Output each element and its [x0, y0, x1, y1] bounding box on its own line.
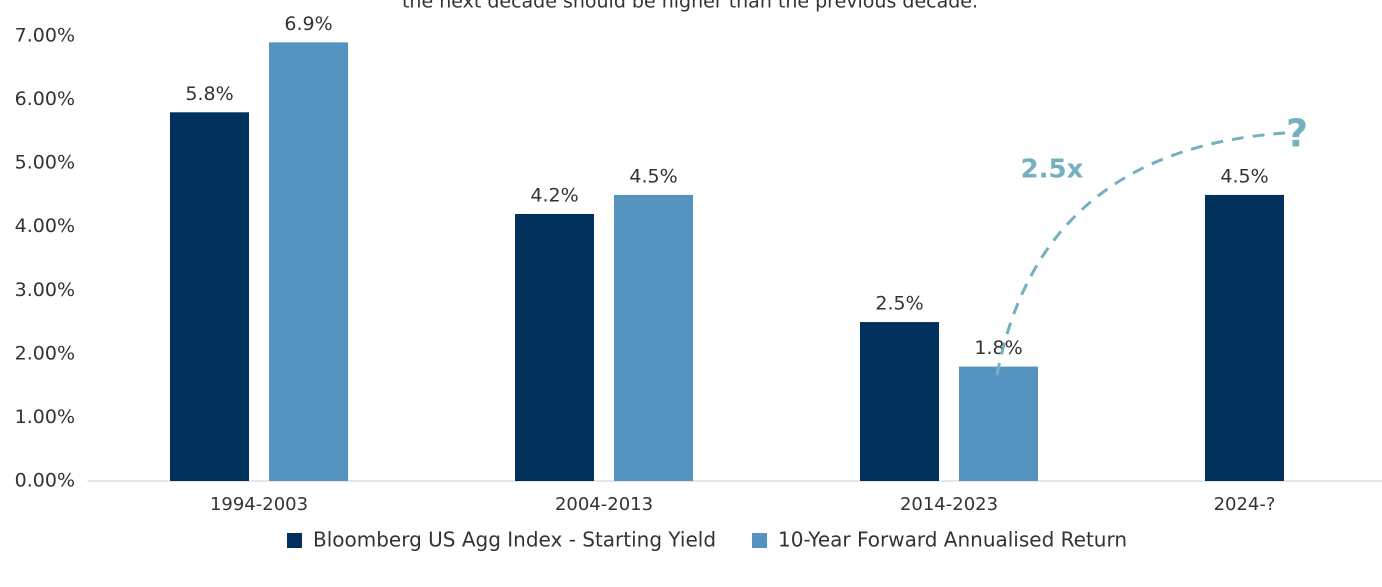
y-tick-label: 0.00% — [15, 470, 75, 492]
bar — [269, 42, 348, 481]
bar — [959, 366, 1038, 481]
bar — [515, 214, 594, 481]
y-tick-label: 1.00% — [15, 406, 75, 428]
y-tick-label: 3.00% — [15, 279, 75, 301]
annotation-arc — [995, 131, 1286, 376]
bar — [1205, 194, 1284, 481]
x-tick-label: 2024-? — [1214, 494, 1276, 515]
bar — [860, 322, 939, 481]
legend-label: 10-Year Forward Annualised Return — [778, 528, 1127, 552]
x-tick-label: 2004-2013 — [555, 494, 653, 515]
data-label: 4.2% — [530, 185, 578, 207]
y-tick-label: 6.00% — [15, 88, 75, 110]
y-tick-label: 4.00% — [15, 215, 75, 237]
x-tick-label: 2014-2023 — [900, 494, 998, 515]
data-label: 1.8% — [974, 337, 1022, 359]
y-tick-label: 2.00% — [15, 342, 75, 364]
data-label: 4.5% — [629, 165, 677, 187]
annotation: 2.5x — [1021, 155, 1084, 185]
bar — [614, 194, 693, 481]
legend-label: Bloomberg US Agg Index - Starting Yield — [313, 528, 716, 552]
data-label: 6.9% — [284, 13, 332, 35]
y-tick-label: 5.00% — [15, 152, 75, 174]
legend-swatch — [287, 533, 302, 548]
data-label: 5.8% — [185, 83, 233, 105]
data-label: 2.5% — [875, 293, 923, 315]
legend-swatch — [752, 533, 767, 548]
x-tick-label: 1994-2003 — [210, 494, 308, 515]
data-label: 4.5% — [1220, 165, 1268, 187]
annotation: ? — [1286, 112, 1308, 156]
chart-subtitle: the next decade should be higher than th… — [402, 0, 978, 13]
y-tick-label: 7.00% — [15, 25, 75, 47]
bar — [170, 112, 249, 482]
